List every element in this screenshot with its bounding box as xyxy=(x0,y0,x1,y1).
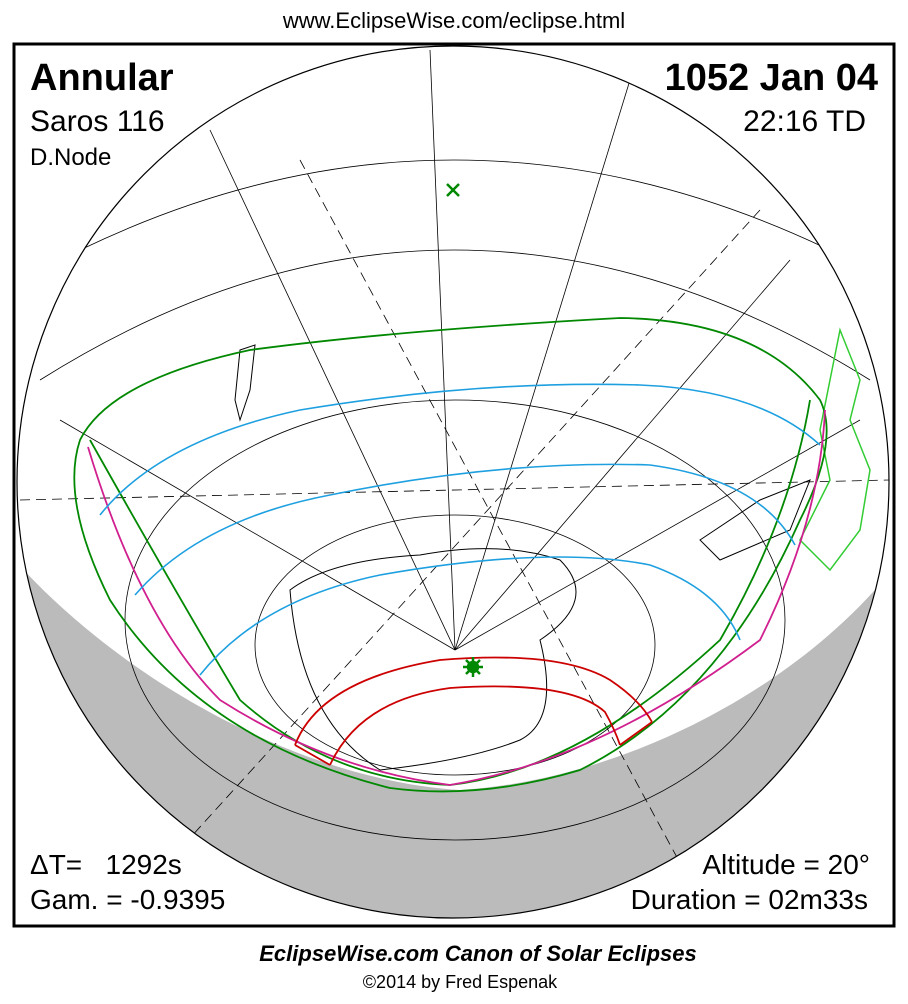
eclipse-type: Annular xyxy=(30,57,174,99)
central-path-limit xyxy=(294,656,653,746)
parallel xyxy=(254,514,656,776)
meridian xyxy=(454,79,631,651)
saros: Saros 116 xyxy=(30,105,165,138)
night-shadow xyxy=(17,555,889,918)
parallel xyxy=(59,159,851,261)
magnitude-curve xyxy=(134,463,796,596)
landmass xyxy=(799,327,871,572)
magnitude-curve xyxy=(99,383,821,516)
url: www.EclipseWise.com/eclipse.html xyxy=(282,8,625,33)
footer-credit: ©2014 by Fred Espenak xyxy=(363,972,558,992)
footer-title: EclipseWise.com Canon of Solar Eclipses xyxy=(259,941,697,966)
penumbra-limit xyxy=(73,317,828,793)
altitude: Altitude = 20° xyxy=(702,849,870,880)
time: 22:16 TD xyxy=(743,105,866,138)
delta-t: ΔT= 1292s xyxy=(30,849,182,880)
parallel xyxy=(124,399,786,841)
central-path-limit xyxy=(294,721,653,766)
meridian xyxy=(209,129,456,651)
greatest-eclipse xyxy=(463,657,483,677)
node: D.Node xyxy=(30,144,111,171)
magnitude-curve xyxy=(199,556,741,676)
axis-dash xyxy=(299,159,701,901)
coastline xyxy=(289,548,577,771)
duration: Duration = 02m33s xyxy=(631,884,868,915)
central-path-limit xyxy=(329,685,621,766)
rise-set-curve xyxy=(87,409,826,786)
subsolar-point xyxy=(446,183,460,197)
globe-outline xyxy=(16,45,890,919)
meridian xyxy=(454,259,791,651)
meridian xyxy=(454,419,861,651)
parallel xyxy=(39,249,871,381)
globe-content xyxy=(17,49,889,918)
meridian xyxy=(59,419,456,651)
gamma: Gam. = -0.9395 xyxy=(30,884,225,915)
coastline xyxy=(234,344,811,561)
equator-dash xyxy=(19,479,889,501)
axis-dash xyxy=(169,209,761,861)
date: 1052 Jan 04 xyxy=(665,57,878,99)
